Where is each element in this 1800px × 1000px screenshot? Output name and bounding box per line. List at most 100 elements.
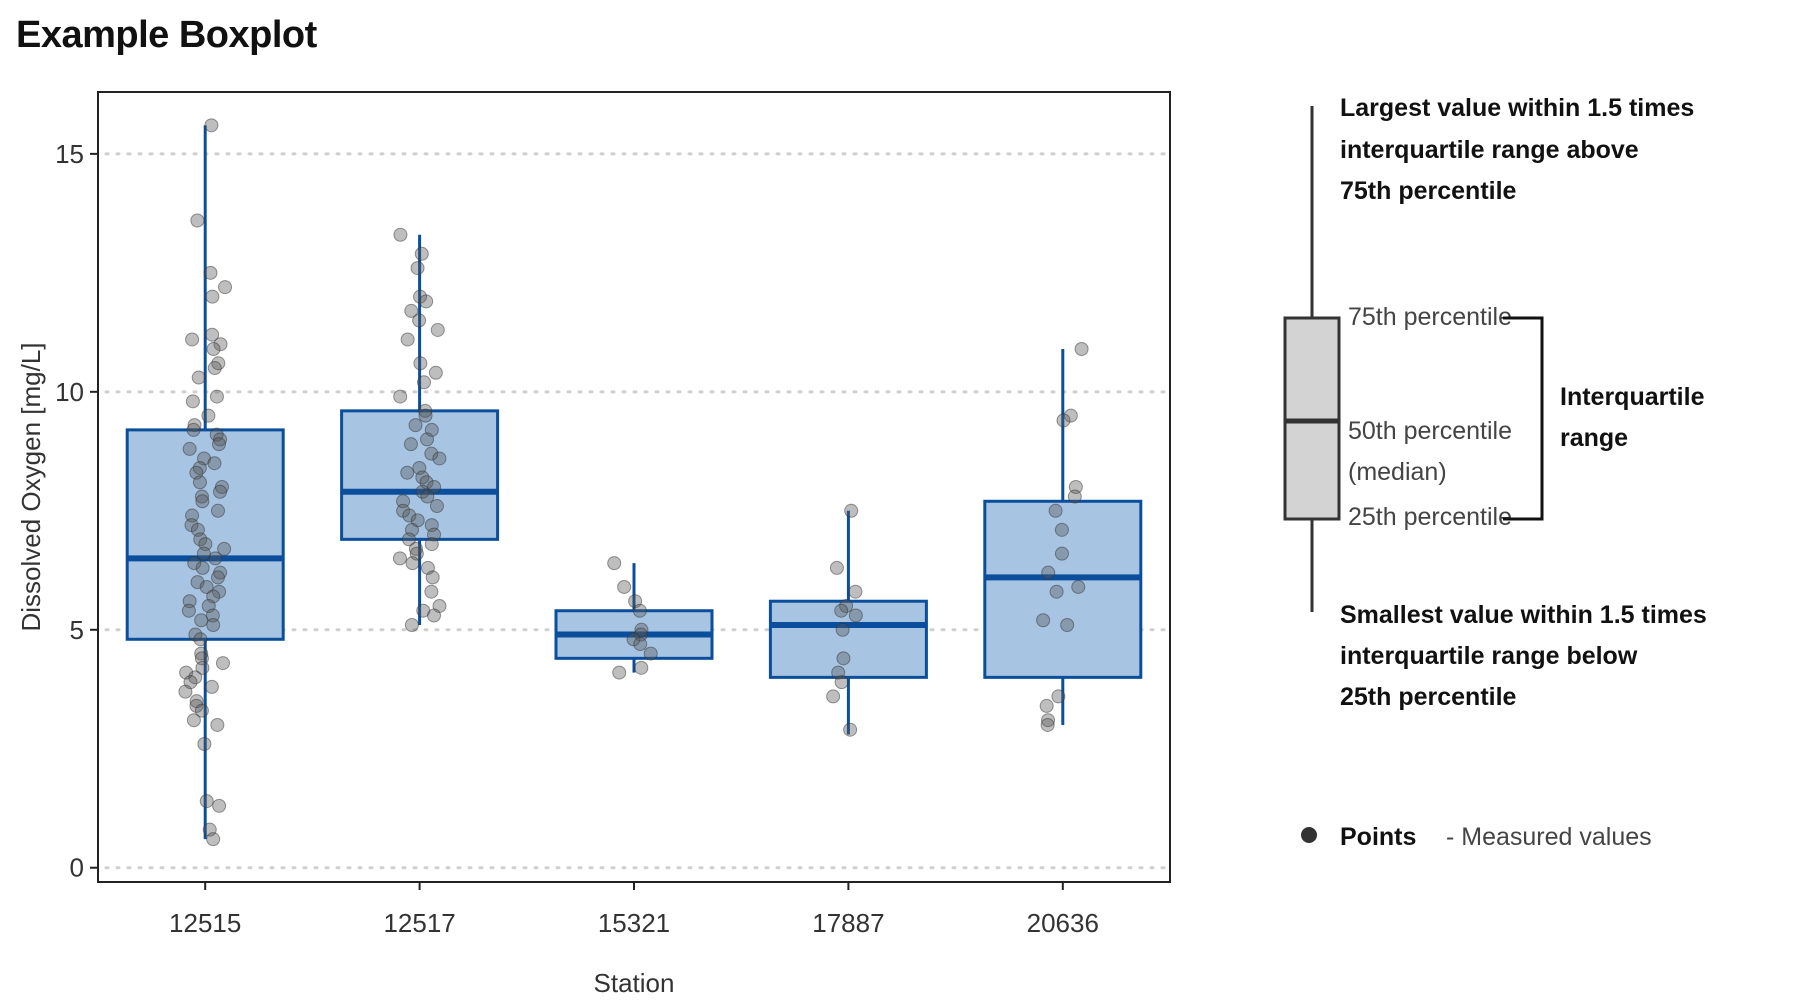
data-point	[634, 660, 649, 675]
data-point	[834, 603, 849, 618]
data-point	[403, 437, 418, 452]
data-point	[203, 265, 218, 280]
data-point	[195, 560, 210, 575]
y-tick-label: 0	[70, 853, 84, 883]
data-point	[393, 227, 408, 242]
data-point	[401, 532, 416, 547]
data-point	[181, 603, 196, 618]
legend-p50-label: 50th percentile	[1348, 417, 1512, 445]
data-point	[201, 408, 216, 423]
legend-iqr-text-1: Interquartile	[1560, 383, 1705, 411]
data-point	[195, 660, 210, 675]
data-point	[405, 556, 420, 571]
data-point	[632, 603, 647, 618]
data-point	[1041, 713, 1056, 728]
data-point	[205, 327, 220, 342]
legend-p25-label: 25th percentile	[1348, 503, 1512, 531]
data-point	[211, 437, 226, 452]
x-tick-label: 17887	[812, 908, 884, 938]
data-point	[191, 370, 206, 385]
legend-upper-whisker-text-1: Largest value within 1.5 times	[1340, 94, 1694, 122]
iqr-box	[983, 499, 1143, 679]
data-point	[848, 584, 863, 599]
data-point	[190, 213, 205, 228]
legend-upper-whisker-text-3: 75th percentile	[1340, 177, 1517, 205]
data-point	[1054, 546, 1069, 561]
data-point	[396, 494, 411, 509]
legend-p75-label: 75th percentile	[1348, 303, 1512, 331]
data-point	[843, 722, 858, 737]
data-point	[182, 441, 197, 456]
data-point	[844, 503, 859, 518]
data-point	[178, 684, 193, 699]
x-tick-label: 20636	[1027, 908, 1099, 938]
data-point	[400, 332, 415, 347]
data-point	[192, 475, 207, 490]
data-point	[1067, 489, 1082, 504]
data-point	[1060, 618, 1075, 633]
data-point	[194, 489, 209, 504]
box-20636	[983, 348, 1143, 725]
data-point	[187, 556, 202, 571]
data-point	[215, 656, 230, 671]
data-point	[199, 794, 214, 809]
axes: 0 5 10 15 12515 12517 15321 17887 20636	[55, 139, 1099, 938]
data-point	[429, 499, 444, 514]
legend-upper-whisker-text-2: interquartile range above	[1340, 136, 1639, 164]
data-point	[194, 646, 209, 661]
data-point	[185, 394, 200, 409]
data-point	[826, 689, 841, 704]
data-point	[185, 332, 200, 347]
legend-points-title: Points	[1340, 823, 1416, 851]
data-point	[194, 613, 209, 628]
data-point	[408, 418, 423, 433]
legend-lower-whisker-text-1: Smallest value within 1.5 times	[1340, 601, 1707, 629]
data-point	[835, 622, 850, 637]
data-point	[607, 556, 622, 571]
data-point	[413, 356, 428, 371]
data-point	[205, 289, 220, 304]
data-point	[1036, 613, 1051, 628]
data-point	[193, 632, 208, 647]
data-point	[1071, 579, 1086, 594]
data-point	[186, 422, 201, 437]
data-point	[393, 389, 408, 404]
x-tick-label: 12515	[169, 908, 241, 938]
y-tick-label: 10	[55, 377, 84, 407]
data-point	[204, 118, 219, 133]
data-point	[206, 341, 221, 356]
data-point	[432, 451, 447, 466]
data-point	[617, 579, 632, 594]
x-axis-title: Station	[594, 968, 675, 998]
data-point	[633, 637, 648, 652]
data-point	[428, 365, 443, 380]
data-point	[206, 832, 221, 847]
data-point	[213, 337, 228, 352]
data-point	[424, 584, 439, 599]
data-point	[197, 736, 212, 751]
data-point	[194, 703, 209, 718]
legend-points-desc: - Measured values	[1446, 823, 1652, 851]
data-point	[1063, 408, 1078, 423]
data-point	[420, 432, 435, 447]
data-point	[1054, 522, 1069, 537]
data-point	[1056, 413, 1071, 428]
legend-point-marker	[1301, 827, 1317, 843]
data-point	[210, 717, 225, 732]
data-point	[210, 570, 225, 585]
data-point	[217, 541, 232, 556]
data-point	[419, 294, 434, 309]
data-point	[612, 665, 627, 680]
chart-title: Example Boxplot	[16, 14, 317, 56]
plot-area: 0 5 10 15 12515 12517 15321 17887 20636	[55, 91, 1171, 938]
data-point	[189, 698, 204, 713]
boxplot-legend: Largest value within 1.5 times interquar…	[1283, 94, 1707, 851]
data-point	[186, 713, 201, 728]
iqr-box	[768, 599, 928, 679]
data-point	[1051, 689, 1066, 704]
data-point	[643, 646, 658, 661]
data-point	[418, 408, 433, 423]
data-point	[195, 494, 210, 509]
data-point	[410, 261, 425, 276]
